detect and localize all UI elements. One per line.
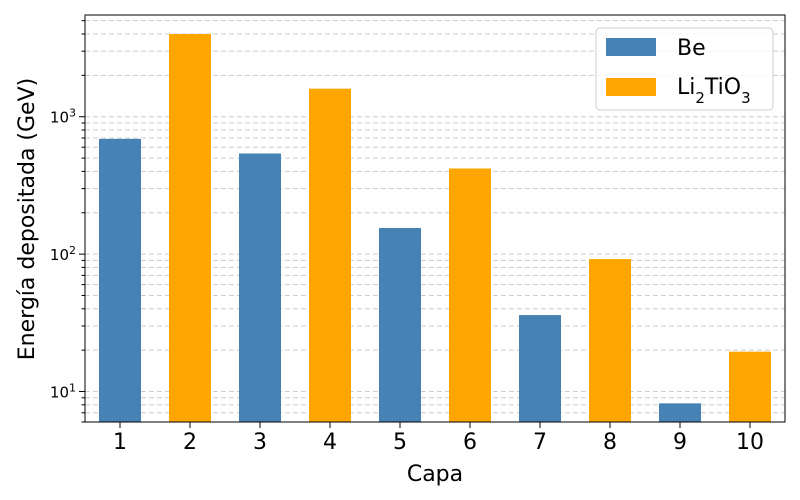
x-tick-label: 2 (183, 430, 197, 455)
bar-be-capa-1 (99, 138, 141, 422)
y-tick-label: 102 (50, 244, 76, 265)
x-tick-label: 1 (113, 430, 127, 455)
legend-label-li2tio3: Li2TiO3 (677, 75, 751, 107)
legend-swatch-be (606, 38, 656, 56)
x-tick-label: 8 (603, 430, 617, 455)
bar-be-capa-5 (379, 227, 421, 422)
x-tick-label: 3 (253, 430, 267, 455)
bar-li2tio3-capa-8 (589, 259, 631, 422)
y-tick-label: 101 (50, 381, 76, 402)
bar-li2tio3-capa-2 (169, 34, 211, 423)
bars (99, 34, 771, 423)
y-axis-label: Energía depositada (GeV) (15, 78, 40, 360)
x-tick-label: 5 (393, 430, 407, 455)
x-tick-label: 10 (736, 430, 764, 455)
bar-be-capa-7 (519, 315, 561, 422)
x-tick-label: 6 (463, 430, 477, 455)
axes (84, 14, 786, 423)
x-axis-label: Capa (407, 462, 463, 487)
legend-label-be: Be (677, 36, 706, 61)
legend: Be Li2TiO3 (595, 27, 774, 111)
bar-li2tio3-capa-4 (309, 88, 351, 422)
x-tick-label: 4 (323, 430, 337, 455)
x-ticks: 1 2 3 4 5 6 7 8 9 10 (113, 422, 764, 455)
bar-li2tio3-capa-10 (729, 351, 771, 422)
y-tick-label: 103 (50, 106, 76, 127)
y-ticks: 101 102 103 (50, 20, 85, 423)
bar-be-capa-9 (659, 403, 701, 422)
legend-swatch-li2tio3 (606, 78, 656, 96)
plot-frame (84, 14, 786, 423)
bar-li2tio3-capa-6 (449, 168, 491, 422)
bar-be-capa-3 (239, 153, 281, 423)
x-tick-label: 9 (673, 430, 687, 455)
x-tick-label: 7 (533, 430, 547, 455)
